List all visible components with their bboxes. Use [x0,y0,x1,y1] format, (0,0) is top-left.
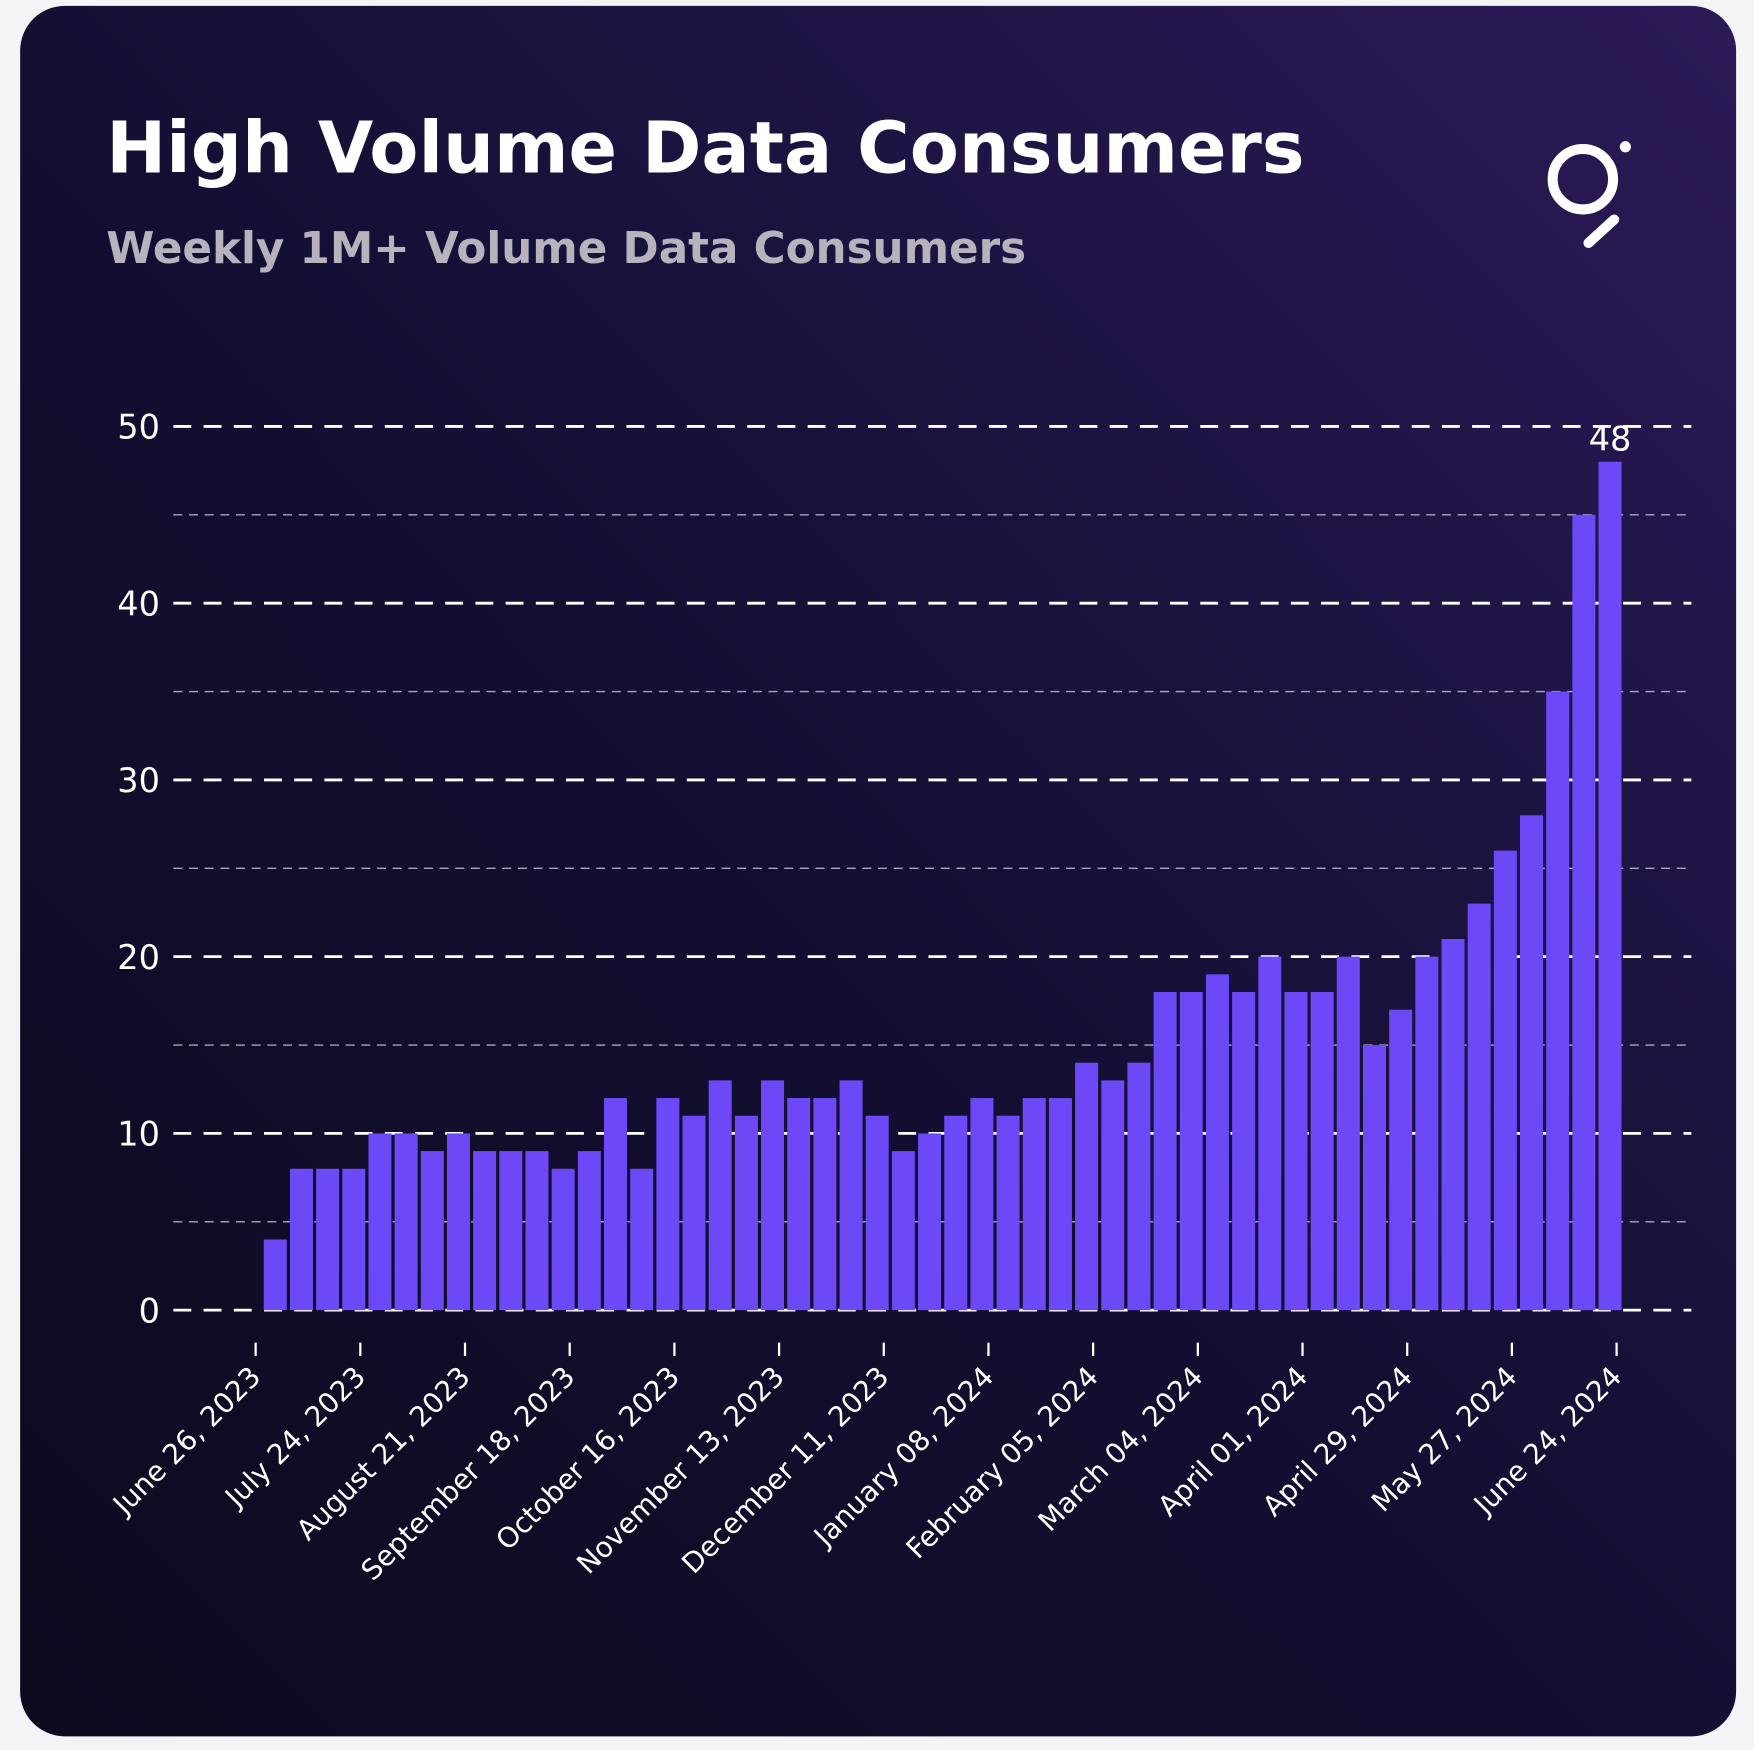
bar [499,1151,523,1311]
bar [970,1098,994,1311]
bar [1284,992,1308,1311]
bar [1572,514,1596,1311]
bar [1520,815,1544,1311]
bar [1336,956,1360,1311]
bar [1179,992,1203,1311]
bar [368,1133,392,1311]
bar [1598,461,1622,1311]
bar [577,1151,601,1311]
bar [630,1168,654,1311]
bar [996,1115,1020,1311]
bar [734,1115,758,1311]
bar [839,1080,863,1311]
bar [1546,691,1570,1311]
bar [316,1168,340,1311]
y-tick-label: 50 [117,408,160,447]
bar [263,1239,287,1311]
bar [394,1133,418,1311]
bar [1101,1080,1125,1311]
chart-subtitle: Weekly 1M+ Volume Data Consumers [106,224,1026,274]
bar [342,1168,366,1311]
y-tick-label: 40 [117,584,160,623]
bar [289,1168,313,1311]
bar [1022,1098,1046,1311]
bar [1493,850,1517,1311]
bar [446,1133,470,1311]
bar [1362,1045,1387,1311]
y-tick-label: 0 [139,1291,160,1330]
bar [944,1115,968,1311]
y-tick-label: 30 [117,761,160,800]
bar [656,1098,680,1311]
bar [1415,956,1439,1311]
chart-title: High Volume Data Consumers [106,107,1304,190]
bar [1075,1062,1099,1311]
bar [1441,938,1465,1311]
bar [1153,992,1177,1311]
bar [420,1151,444,1311]
logo [1547,141,1631,249]
bar [1127,1062,1151,1311]
bar [1205,974,1229,1311]
bar [1467,903,1491,1311]
bar [1310,992,1334,1311]
y-tick-label: 10 [117,1115,160,1154]
bar [603,1098,628,1311]
bar [525,1151,549,1311]
bar [761,1080,785,1311]
bar [1258,956,1282,1311]
bar [708,1080,732,1311]
bar [891,1151,915,1311]
bar [473,1151,497,1311]
bar [787,1098,811,1311]
bar [813,1098,837,1311]
bar [1048,1098,1072,1311]
bar [1389,1009,1413,1311]
bar [865,1115,889,1311]
value-label: 48 [1589,420,1632,459]
bar [918,1133,942,1311]
bar [551,1168,575,1311]
bar [1232,992,1256,1311]
bar [682,1115,706,1311]
y-tick-label: 20 [117,938,160,977]
